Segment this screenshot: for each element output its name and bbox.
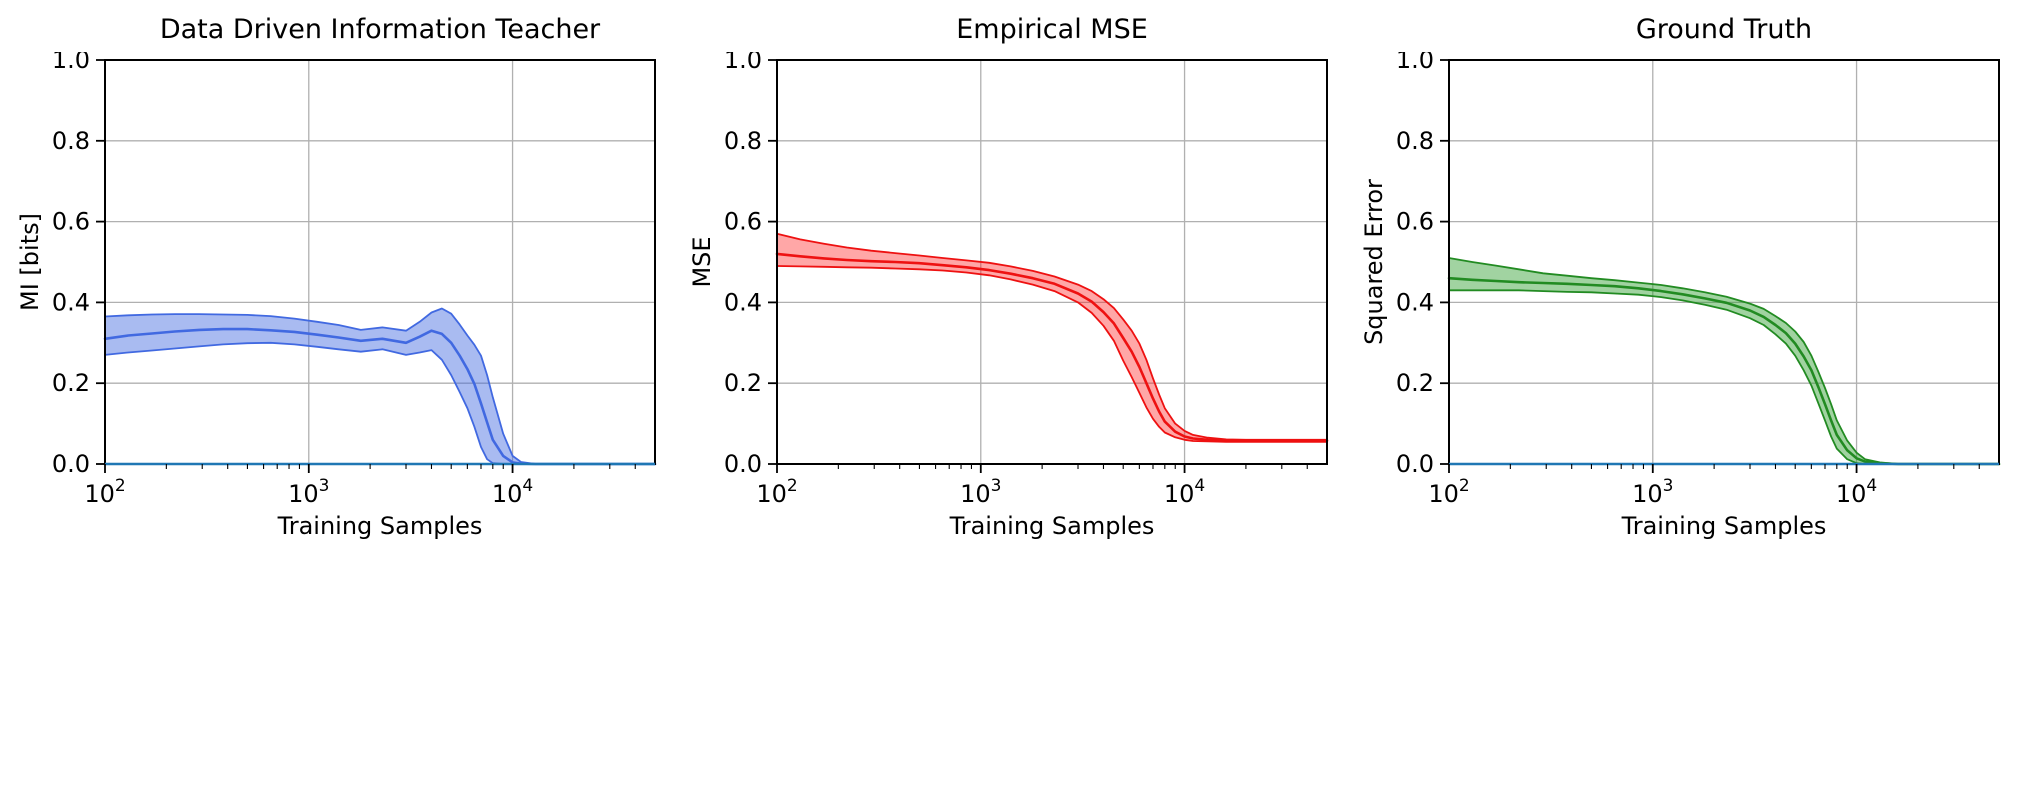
chart-title-mse: Empirical MSE	[956, 14, 1148, 45]
subplot-row: Data Driven Information Teacher MI [bits…	[10, 10, 2014, 555]
svg-text:1.0: 1.0	[1396, 52, 1434, 74]
svg-text:104: 104	[1836, 476, 1877, 508]
svg-text:102: 102	[756, 476, 797, 508]
x-axis-label-mse: Training Samples	[949, 512, 1155, 540]
chart-title-mi: Data Driven Information Teacher	[159, 14, 601, 45]
svg-text:0.4: 0.4	[52, 288, 90, 316]
x-axis-label-ground-truth: Training Samples	[1621, 512, 1827, 540]
svg-text:0.2: 0.2	[52, 369, 90, 397]
subplot-ground-truth: Ground Truth Squared Error 0.0 0.2 0.4 0.6 0…	[1354, 10, 2014, 555]
svg-text:1.0: 1.0	[724, 52, 762, 74]
svg-text:0.4: 0.4	[724, 288, 762, 316]
svg-text:104: 104	[492, 476, 533, 508]
svg-text:0.6: 0.6	[724, 208, 762, 236]
svg-text:0.4: 0.4	[1396, 288, 1434, 316]
svg-text:0.8: 0.8	[52, 127, 90, 155]
svg-text:1.0: 1.0	[52, 52, 90, 74]
svg-text:104: 104	[1164, 476, 1205, 508]
svg-text:0.8: 0.8	[1396, 127, 1434, 155]
plot-area-ground-truth: 0.0 0.2 0.4 0.6 0.8 1.0 102 103 104	[1396, 52, 2001, 508]
svg-text:0.2: 0.2	[1396, 369, 1434, 397]
svg-text:0.6: 0.6	[52, 208, 90, 236]
svg-text:102: 102	[84, 476, 125, 508]
svg-text:0.2: 0.2	[724, 369, 762, 397]
svg-text:0.0: 0.0	[52, 450, 90, 478]
svg-text:0.0: 0.0	[724, 450, 762, 478]
svg-text:103: 103	[960, 476, 1001, 508]
subplot-mi: Data Driven Information Teacher MI [bits…	[10, 10, 670, 555]
x-axis-label-mi: Training Samples	[277, 512, 483, 540]
svg-text:0.6: 0.6	[1396, 208, 1434, 236]
plot-area-mse: 0.0 0.2 0.4 0.6 0.8 1.0 102 103 104	[724, 52, 1329, 508]
subplot-empirical-mse: Empirical MSE MSE 0.0 0.2 0.4 0.6 0.8 1.0 102 1…	[682, 10, 1342, 555]
plot-area-mi: 0.0 0.2 0.4 0.6 0.8 1.0 102 103 104	[52, 52, 657, 508]
svg-text:0.0: 0.0	[1396, 450, 1434, 478]
svg-text:103: 103	[1632, 476, 1673, 508]
svg-text:102: 102	[1428, 476, 1469, 508]
svg-text:103: 103	[288, 476, 329, 508]
chart-title-ground-truth: Ground Truth	[1635, 14, 1813, 45]
svg-text:0.8: 0.8	[724, 127, 762, 155]
